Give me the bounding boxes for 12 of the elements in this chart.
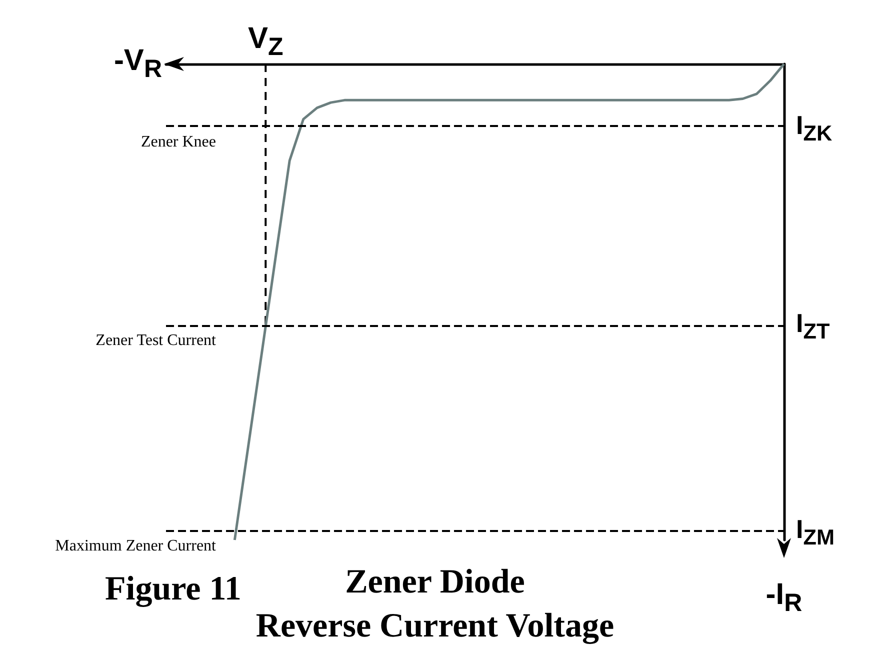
text: Zener Diode: [345, 564, 525, 600]
ref-line-label: I$_{ZK}$: [796, 110, 832, 146]
text: Reverse Current Voltage: [256, 608, 614, 644]
y-axis-title: -I$_{R}$: [766, 578, 802, 617]
x-axis-title: -V$_{R}$: [114, 44, 162, 83]
annotation: Zener Knee: [140, 133, 216, 150]
ref-line-label: I$_{ZM}$: [796, 514, 835, 550]
ref-line-label: I$_{ZT}$: [796, 308, 830, 344]
annotation: Zener Test Current: [96, 332, 217, 349]
annotation: V$_{Z}$: [248, 22, 284, 61]
annotation: Maximum Zener Current: [55, 537, 217, 554]
caption: Figure 11: [105, 570, 242, 608]
